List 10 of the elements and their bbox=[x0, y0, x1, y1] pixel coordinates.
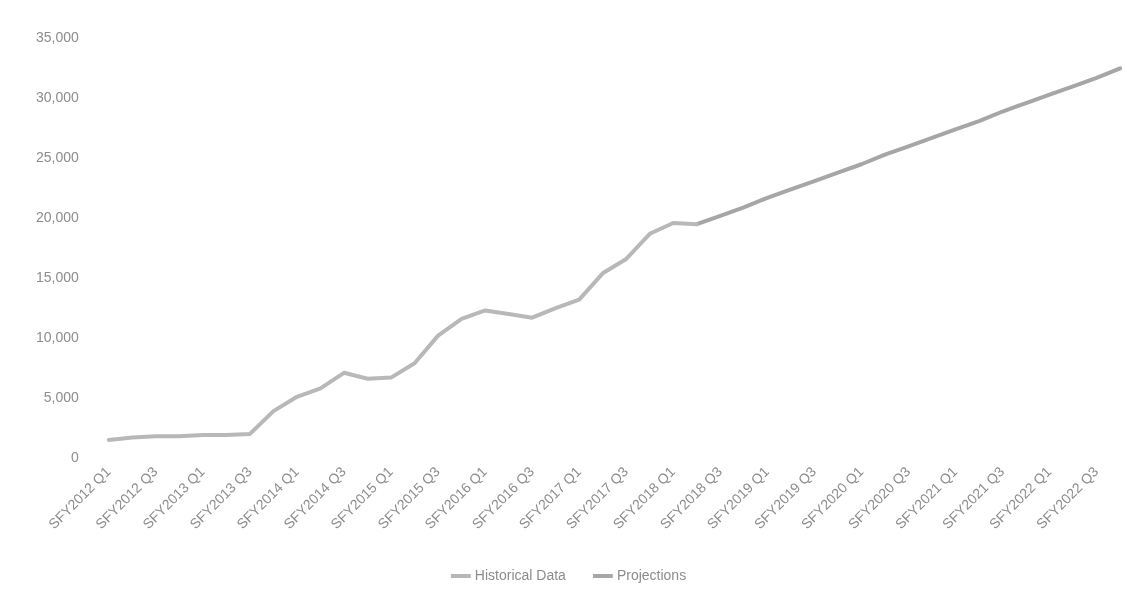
legend-label: Historical Data bbox=[474, 566, 567, 583]
legend-label: Projections bbox=[616, 566, 687, 583]
y-tick-label: 10,000 bbox=[35, 328, 80, 345]
y-tick-label: 35,000 bbox=[35, 29, 80, 46]
y-tick-label: 0 bbox=[71, 448, 80, 465]
y-tick-label: 5,000 bbox=[43, 388, 80, 405]
y-tick-label: 25,000 bbox=[35, 149, 80, 166]
y-tick-label: 15,000 bbox=[35, 268, 80, 285]
y-tick-label: 20,000 bbox=[35, 209, 80, 226]
y-tick-label: 30,000 bbox=[35, 89, 80, 106]
